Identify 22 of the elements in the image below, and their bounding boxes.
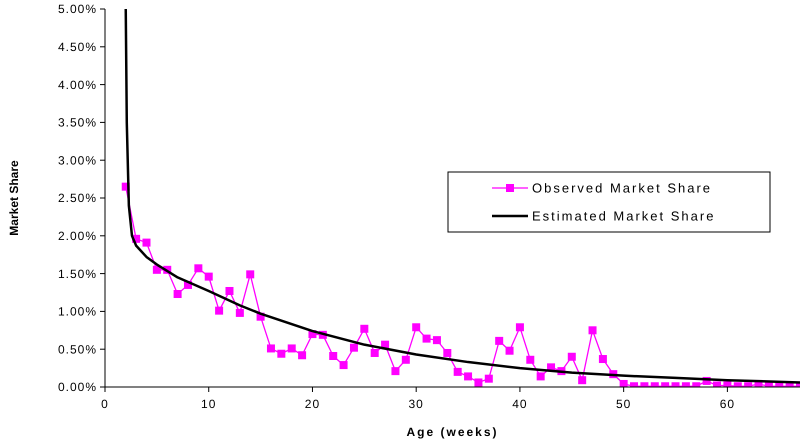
x-tick-label: 60 xyxy=(720,397,736,411)
y-tick-label: 2.50% xyxy=(58,191,97,206)
x-tick-label: 20 xyxy=(304,397,320,411)
y-tick-label: 2.00% xyxy=(58,229,97,243)
y-tick-label: 3.50% xyxy=(58,116,97,130)
x-tick-label: 0 xyxy=(101,397,109,411)
x-tick-label: 50 xyxy=(616,397,632,411)
y-tick-label: 1.00% xyxy=(58,304,97,319)
legend-label: Estimated Market Share xyxy=(532,208,716,224)
y-tick-label: 5.00% xyxy=(58,2,97,16)
y-tick-label: 0.50% xyxy=(58,342,97,356)
y-tick-label: 1.50% xyxy=(58,266,97,281)
x-axis-title: Age (weeks) xyxy=(406,425,499,439)
y-tick-label: 0.00% xyxy=(58,380,97,394)
y-tick-label: 3.00% xyxy=(58,153,97,168)
legend-label: Observed Market Share xyxy=(532,180,712,196)
x-tick-label: 30 xyxy=(408,397,424,411)
y-tick-label: 4.00% xyxy=(58,78,97,92)
x-tick-label: 10 xyxy=(201,397,216,411)
y-tick-label: 4.50% xyxy=(58,40,97,54)
y-axis-title: Market Share xyxy=(7,160,21,236)
x-tick-label: 40 xyxy=(512,397,528,411)
